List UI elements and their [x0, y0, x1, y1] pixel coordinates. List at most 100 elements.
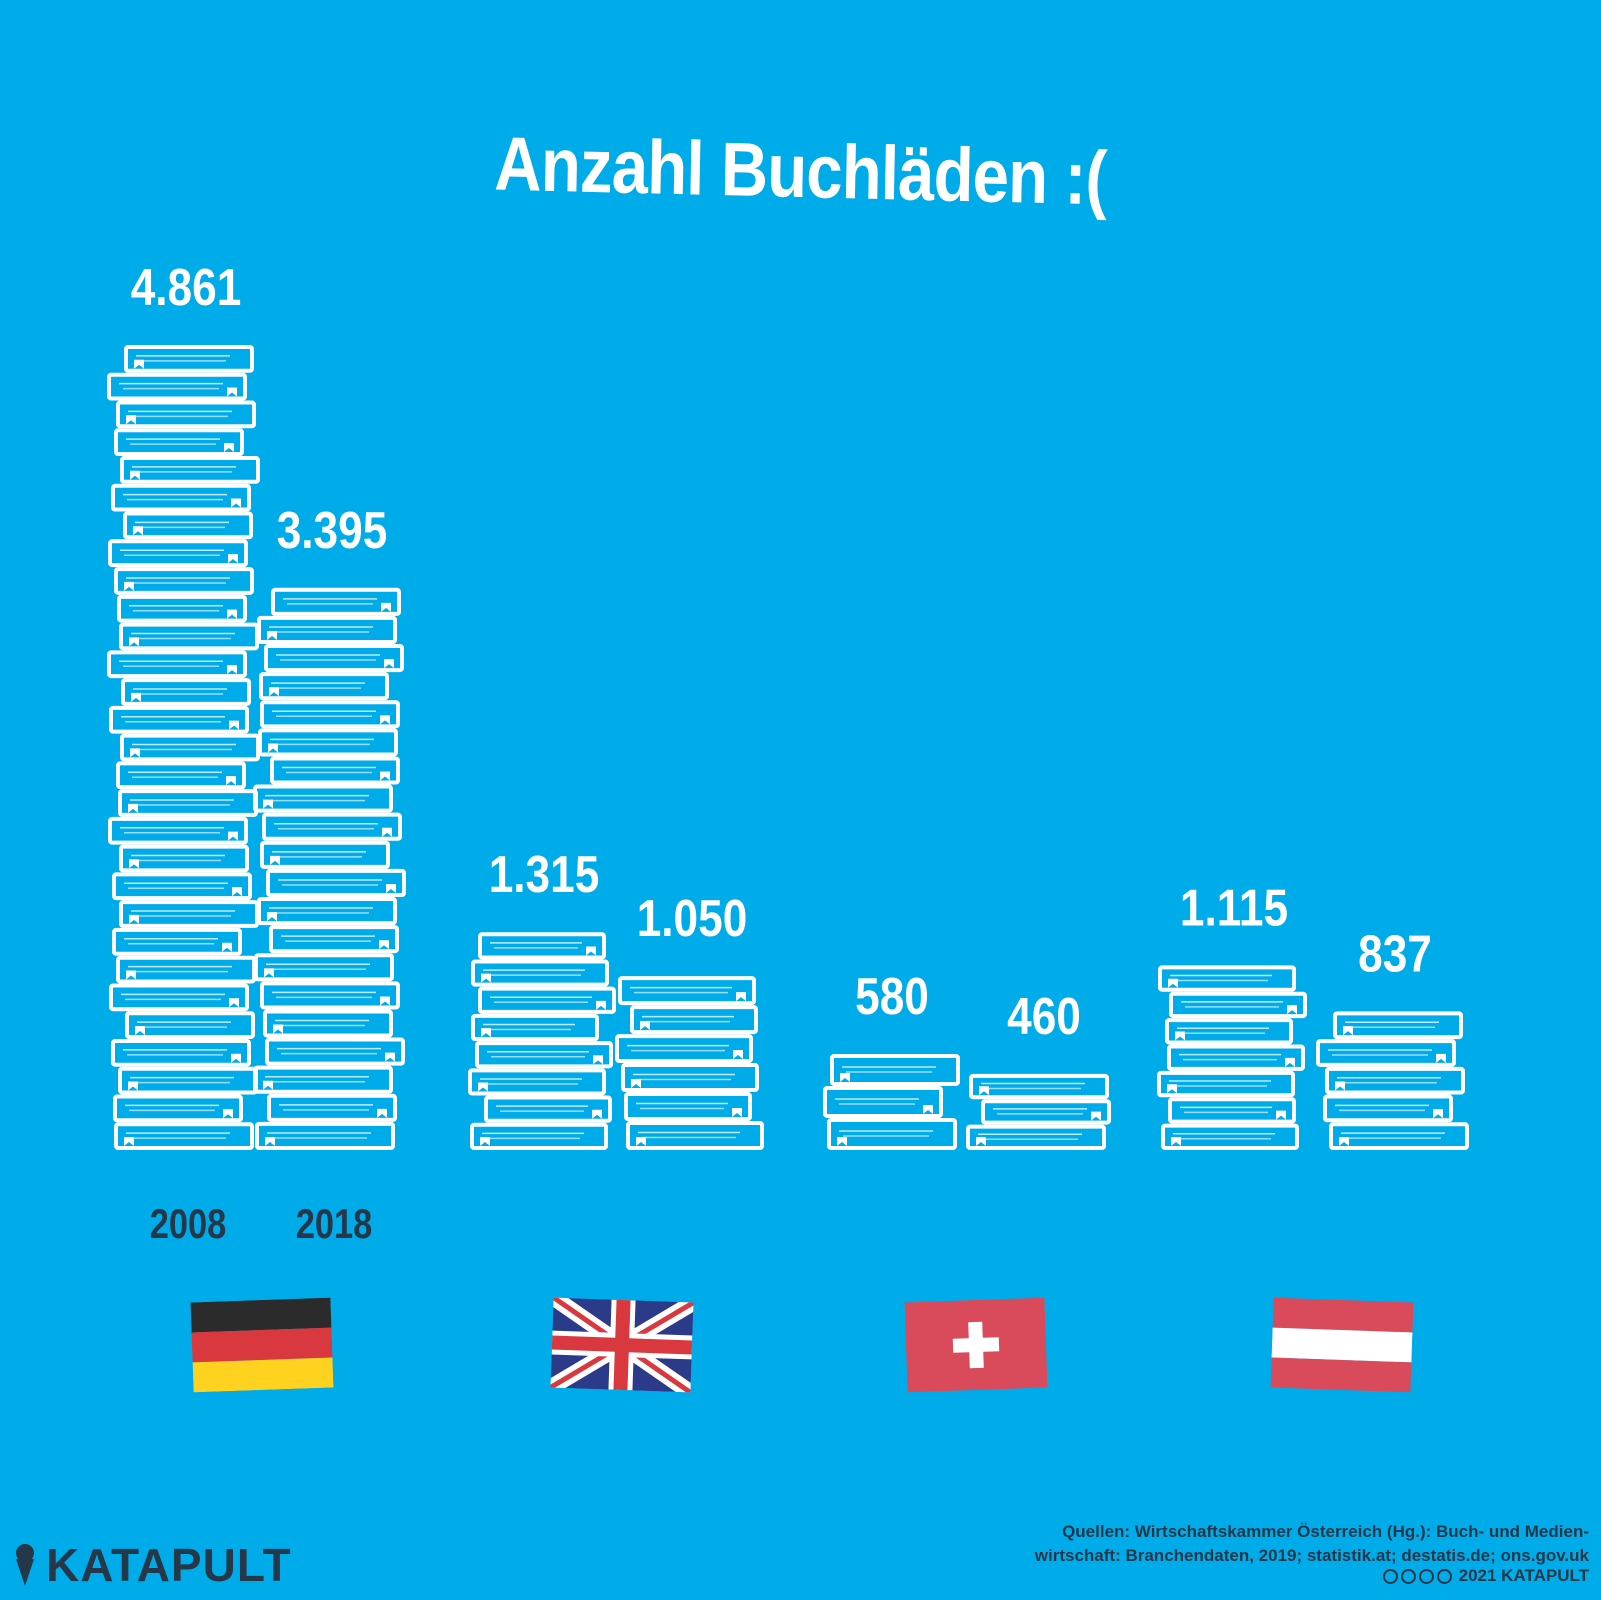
book	[255, 1121, 395, 1151]
book	[484, 1095, 612, 1123]
book	[1161, 1123, 1299, 1151]
book	[1168, 1097, 1296, 1124]
book	[112, 872, 252, 901]
book	[270, 756, 400, 785]
book	[621, 1063, 759, 1093]
book	[119, 900, 259, 928]
cc-icon	[1382, 1568, 1398, 1584]
book	[624, 1092, 752, 1122]
book	[830, 1053, 960, 1086]
book	[113, 1094, 243, 1123]
book	[116, 400, 256, 429]
book	[117, 594, 247, 623]
book	[114, 567, 254, 595]
book	[1316, 1039, 1456, 1067]
book	[124, 345, 254, 373]
book	[258, 728, 398, 757]
source-line-1: Quellen: Wirtschaftskammer Österreich (H…	[1062, 1522, 1589, 1541]
source-line-2: wirtschaft: Branchendaten, 2019; statist…	[1034, 1546, 1589, 1565]
book	[1323, 1094, 1453, 1123]
book	[107, 372, 247, 401]
value-label-3-0: 1.115	[1180, 879, 1288, 937]
austria-flag	[1270, 1297, 1414, 1393]
book	[253, 784, 393, 813]
uk-flag	[550, 1297, 694, 1393]
book	[108, 816, 248, 845]
book	[1325, 1066, 1465, 1095]
bar-3-1	[1316, 1011, 1469, 1151]
book	[1333, 1011, 1463, 1040]
nc-icon	[1418, 1568, 1434, 1584]
book	[109, 705, 249, 734]
bar-1-1	[615, 976, 764, 1150]
book	[111, 483, 251, 512]
book	[1158, 965, 1296, 992]
book	[969, 1073, 1109, 1100]
book	[478, 986, 616, 1014]
book	[1165, 1018, 1293, 1045]
book	[265, 1037, 405, 1066]
book	[827, 1117, 957, 1151]
book	[260, 981, 400, 1010]
book	[114, 428, 244, 457]
book	[264, 643, 404, 673]
value-label-2-1: 460	[1007, 987, 1081, 1045]
book	[1329, 1122, 1469, 1151]
book	[468, 1068, 606, 1096]
book	[1167, 1044, 1305, 1071]
book	[260, 840, 390, 869]
book	[118, 1066, 258, 1095]
book	[470, 1122, 608, 1151]
book	[116, 761, 246, 790]
year-label-2008: 2008	[149, 1200, 227, 1247]
book	[119, 844, 249, 873]
value-label-1-0: 1.315	[489, 846, 600, 904]
book	[114, 1122, 254, 1150]
katapult-logo: KATAPULT	[14, 1539, 292, 1591]
book	[109, 983, 249, 1012]
book	[263, 1009, 393, 1038]
bar-3-0	[1157, 965, 1307, 1151]
value-label-0-0: 4.861	[131, 259, 242, 317]
book	[271, 587, 401, 616]
copyright-text: 2021 KATAPULT	[1458, 1566, 1589, 1585]
book	[626, 1121, 764, 1150]
book	[266, 868, 406, 897]
book	[111, 1038, 251, 1067]
nd-icon	[1436, 1568, 1452, 1584]
book	[981, 1099, 1111, 1125]
book	[108, 539, 248, 568]
book	[107, 650, 247, 679]
bar-1-0	[468, 932, 616, 1151]
switzerland-flag	[904, 1297, 1048, 1393]
book	[116, 955, 256, 984]
copyright: 2021 KATAPULT	[1382, 1566, 1589, 1586]
logo-text: KATAPULT	[46, 1539, 292, 1591]
book	[618, 976, 756, 1006]
by-icon	[1400, 1568, 1416, 1584]
book	[121, 678, 251, 706]
ice-cream-icon	[16, 1544, 34, 1586]
book	[262, 812, 402, 841]
book	[478, 932, 606, 960]
book	[119, 622, 259, 651]
book	[475, 1041, 613, 1069]
bar-2-0	[823, 1053, 960, 1151]
book	[471, 1013, 599, 1042]
book	[267, 1093, 397, 1122]
source-note: Quellen: Wirtschaftskammer Österreich (H…	[989, 1520, 1589, 1568]
book	[112, 927, 242, 956]
book	[1169, 991, 1307, 1019]
book	[259, 672, 389, 701]
book	[823, 1085, 943, 1118]
book	[257, 615, 397, 644]
book	[125, 1011, 255, 1039]
year-label-2018: 2018	[295, 1200, 373, 1247]
book	[630, 1005, 758, 1035]
book	[120, 733, 260, 762]
book	[1157, 1070, 1295, 1098]
value-label-0-1: 3.395	[277, 501, 388, 559]
book	[471, 959, 609, 987]
bar-2-1	[966, 1073, 1111, 1151]
value-label-1-1: 1.050	[637, 890, 748, 948]
